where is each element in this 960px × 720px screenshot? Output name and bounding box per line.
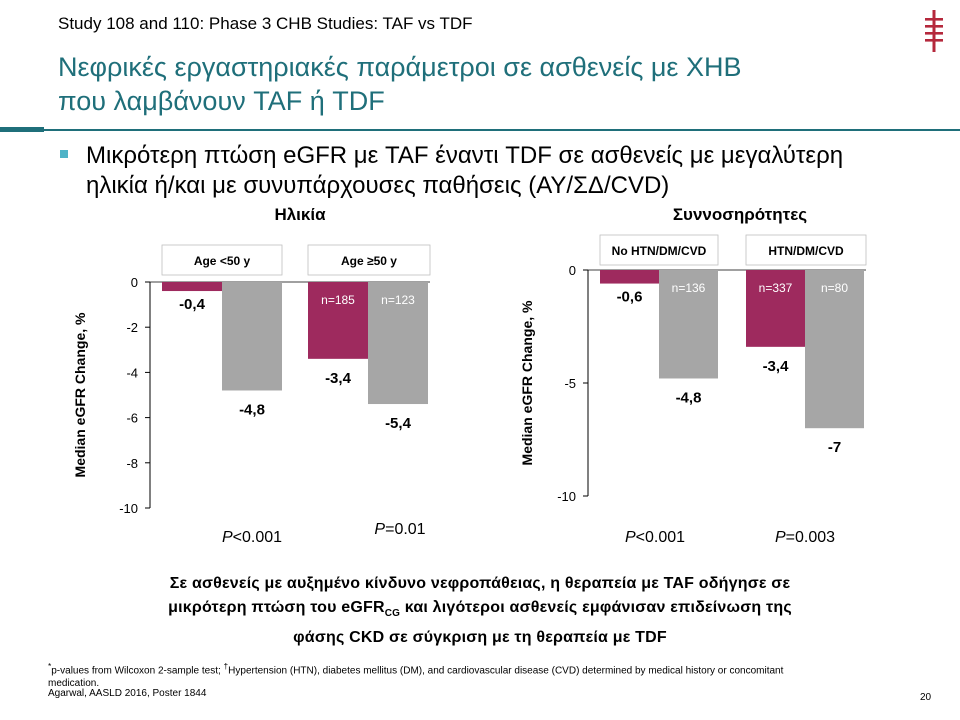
bullet-point: Μικρότερη πτώση eGFR με TAF έναντι TDF σ…	[86, 141, 946, 201]
p-value: P=0.003	[775, 529, 835, 546]
bar-value-label: -3,4	[325, 370, 352, 387]
age-chart: Ηλικία Age <50 y Age ≥50 y 0 -2 -4 -6 -8 -10 Medi…	[72, 205, 431, 546]
p-value: P<0.001	[222, 529, 282, 546]
y-axis-label: Median eGFR Change, %	[519, 300, 535, 465]
y-axis-label: Median eGFR Change, %	[72, 312, 88, 477]
bar-value-label: -4,8	[676, 389, 702, 406]
footnote-definition-text: Hypertension (HTN), diabetes mellitus (D…	[48, 665, 784, 690]
slide-title-line-2: που λαμβάνουν TAF ή TDF	[58, 86, 385, 116]
bar	[746, 270, 805, 347]
conclusion-line-3: φάσης CKD σε σύγκριση με τη θεραπεία με …	[293, 629, 667, 647]
y-tick-label: -5	[564, 376, 576, 391]
footnote-asterisk: *	[48, 661, 52, 671]
bar-n-label: n=185	[321, 293, 355, 307]
category-label: Age ≥50 y	[341, 254, 397, 268]
conclusion-line-2-start: μικρότερη πτώση του eGFR	[168, 599, 385, 616]
category-label: Age <50 y	[194, 254, 251, 268]
conclusion-line-1: Σε ασθενείς με αυξημένο κίνδυνο νεφροπάθ…	[169, 575, 791, 592]
chart-title: Συννοσηρότητες	[673, 205, 807, 224]
category-label: HTN/DM/CVD	[768, 244, 844, 258]
p-value-text: =0.003	[786, 529, 835, 546]
comorbidity-chart: Συννοσηρότητες No HTN/DM/CVD HTN/DM/CVD 0 -5…	[519, 205, 867, 546]
bullet-line-2: ηλικία ή/και με συνυπάρχουσες παθήσεις (…	[86, 172, 670, 199]
p-value-symbol: P	[374, 521, 385, 538]
p-value-text: <0.001	[636, 529, 685, 546]
y-tick-label: -6	[126, 411, 138, 426]
footnote-pvalue-text: p-values from Wilcoxon 2-sample test;	[51, 665, 224, 677]
category-label: No HTN/DM/CVD	[612, 244, 707, 258]
p-value: P<0.001	[625, 529, 685, 546]
bar	[805, 270, 864, 429]
bar-value-label: -0,6	[617, 289, 643, 306]
conclusion-line-2: μικρότερη πτώση του eGFRCG και λιγότεροι…	[60, 596, 900, 626]
category-header-box	[599, 234, 719, 266]
bar-n-label: n=294	[175, 293, 209, 307]
bar-value-label: -4,8	[239, 401, 265, 418]
bar	[368, 282, 428, 405]
egfr-subscript: CG	[384, 608, 401, 620]
bar	[600, 270, 659, 284]
title-rule-accent	[0, 127, 44, 132]
y-tick-label: -8	[126, 456, 138, 471]
bar-value-label: -3,4	[763, 358, 790, 375]
footnote: *p-values from Wilcoxon 2-sample test; †…	[48, 660, 828, 690]
bar	[162, 282, 222, 292]
p-value-symbol: P	[775, 529, 786, 546]
bar-n-label: n=337	[759, 281, 793, 295]
conclusion-line-2-end: και λιγότεροι ασθενείς εμφάνισαν επιδείν…	[400, 599, 792, 616]
y-tick-label: -10	[557, 489, 576, 504]
p-value-symbol: P	[625, 529, 636, 546]
slide-title-line-1: Νεφρικές εργαστηριακές παράμετροι σε ασθ…	[58, 52, 742, 82]
p-value-text: <0.001	[233, 529, 282, 546]
bar-n-label: n=123	[381, 293, 415, 307]
chart-title: Ηλικία	[274, 205, 326, 224]
bar	[222, 282, 282, 391]
y-tick-label: -4	[126, 365, 138, 380]
bar-value-label: -7	[828, 439, 841, 456]
page-number: 20	[920, 692, 932, 703]
y-tick-label: -2	[126, 320, 138, 335]
p-value-text: =0.01	[385, 521, 426, 538]
bar-n-label: n=80	[821, 281, 848, 295]
title-rule	[44, 129, 960, 131]
bar	[659, 270, 718, 379]
y-tick-label: 0	[569, 263, 576, 278]
bar-value-label: -5,4	[385, 415, 412, 432]
bullet-line-1: Μικρότερη πτώση eGFR με TAF έναντι TDF σ…	[86, 142, 844, 169]
caduceus-logo-icon	[925, 10, 943, 52]
bar	[308, 282, 368, 359]
category-header-box	[161, 244, 283, 276]
footnote-dagger: †	[223, 661, 229, 671]
category-header-box	[307, 244, 431, 276]
bullet-square-icon	[60, 150, 68, 158]
y-tick-label: -10	[119, 501, 138, 516]
conclusion: Σε ασθενείς με αυξημένο κίνδυνο νεφροπάθ…	[60, 572, 900, 650]
reference: Agarwal, AASLD 2016, Poster 1844	[48, 688, 207, 699]
y-tick-label: 0	[131, 275, 138, 290]
study-subtitle: Study 108 and 110: Phase 3 CHB Studies: …	[58, 14, 473, 33]
p-value-symbol: P	[222, 529, 233, 546]
category-header-box	[745, 234, 867, 266]
p-value: P=0.01	[374, 521, 425, 538]
bar-n-label: n=136	[672, 281, 706, 295]
bar-value-label: -0,4	[179, 296, 206, 313]
slide-title: Νεφρικές εργαστηριακές παράμετροι σε ασθ…	[58, 50, 918, 118]
